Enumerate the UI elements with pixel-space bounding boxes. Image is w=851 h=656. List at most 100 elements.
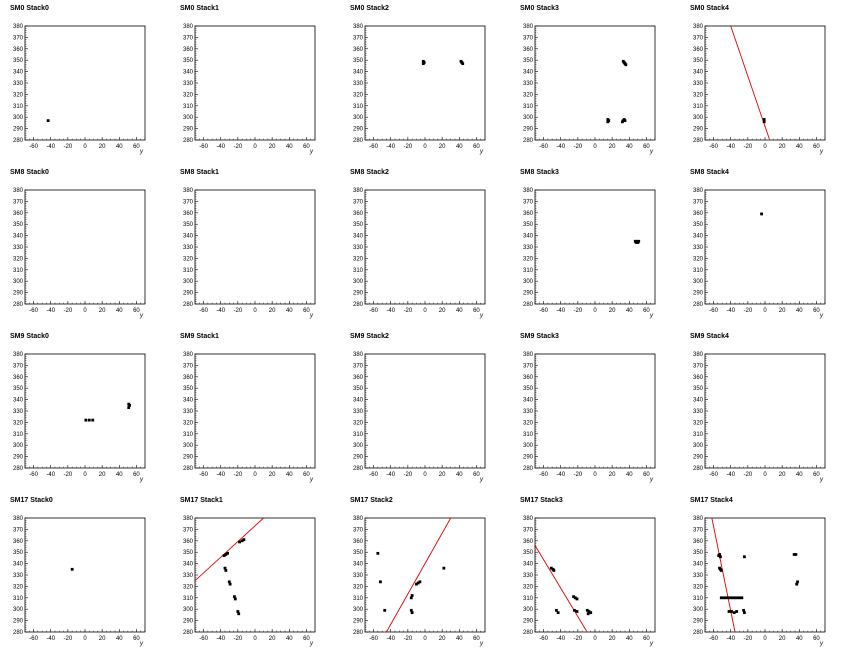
plot-frame [194, 189, 316, 305]
x-tick-label: 0 [423, 308, 427, 314]
y-tick-label: 330 [523, 81, 534, 87]
y-tick-label: 360 [693, 211, 704, 217]
x-tick-label: -20 [64, 308, 73, 314]
x-tick-label: -20 [64, 144, 73, 150]
x-tick-label: -40 [46, 144, 55, 150]
y-tick-label: 300 [183, 607, 194, 613]
x-tick-label: 20 [269, 472, 276, 478]
data-point [237, 612, 241, 616]
x-axis-label: y [139, 477, 144, 483]
x-tick-label: -60 [29, 472, 38, 478]
data-point [606, 120, 610, 124]
y-tick-label: 360 [693, 539, 704, 545]
y-tick-label: 370 [693, 199, 704, 205]
x-axis-label: y [649, 149, 654, 155]
y-tick-label: 370 [183, 363, 194, 369]
y-tick-label: 360 [13, 539, 24, 545]
y-tick-label: 320 [693, 256, 704, 262]
scatter-plot: 280 290 300 310 320 330 340 350 360 370 380 -60 -40 -… [353, 188, 486, 319]
x-tick-label: -40 [556, 472, 565, 478]
x-tick-label: 40 [796, 472, 803, 478]
y-tick-label: 350 [183, 386, 194, 392]
data-point [87, 418, 91, 422]
data-point [555, 608, 558, 612]
y-tick-label: 380 [523, 24, 534, 30]
y-tick-label: 360 [13, 211, 24, 217]
y-tick-label: 310 [183, 268, 194, 274]
x-tick-label: 40 [796, 144, 803, 150]
plot-frame [24, 517, 146, 633]
x-tick-label: -60 [539, 636, 548, 642]
y-tick-label: 300 [13, 607, 24, 613]
x-tick-label: 20 [99, 308, 106, 314]
x-tick-label: -20 [574, 636, 583, 642]
y-tick-label: 280 [693, 138, 704, 144]
x-axis-label: y [819, 313, 824, 319]
y-tick-label: 340 [523, 562, 534, 568]
y-tick-label: 280 [13, 466, 24, 472]
x-axis-label: y [649, 477, 654, 483]
plot-frame [364, 353, 486, 469]
y-tick-label: 350 [183, 550, 194, 556]
x-tick-label: -40 [556, 144, 565, 150]
y-tick-label: 330 [353, 245, 364, 251]
y-tick-label: 380 [13, 24, 24, 30]
y-tick-label: 330 [523, 409, 534, 415]
data-point [409, 596, 413, 600]
y-tick-label: 320 [353, 256, 364, 262]
y-tick-label: 370 [523, 363, 534, 369]
y-tick-label: 320 [353, 584, 364, 590]
chart-panel: SM0 Stack1 280 290 300 310 320 330 340 350 360 370… [170, 0, 340, 164]
chart-panel: SM8 Stack0 280 290 300 310 320 330 340 350 360 370… [0, 164, 170, 328]
x-axis-label: y [139, 641, 144, 647]
panel-title: SM0 Stack2 [350, 5, 389, 12]
y-tick-label: 310 [13, 268, 24, 274]
x-tick-label: 0 [593, 636, 597, 642]
scatter-plot: 280 290 300 310 320 330 340 350 360 370 380 -60 -40 -… [523, 352, 656, 483]
y-tick-label: 300 [693, 115, 704, 121]
y-tick-label: 340 [353, 562, 364, 568]
y-tick-label: 280 [13, 138, 24, 144]
y-tick-label: 360 [183, 47, 194, 53]
data-point [226, 551, 229, 555]
y-tick-label: 300 [523, 279, 534, 285]
y-tick-label: 350 [353, 386, 364, 392]
x-tick-label: -20 [404, 636, 413, 642]
x-axis-label: y [479, 149, 484, 155]
y-tick-label: 360 [13, 375, 24, 381]
x-tick-label: 0 [763, 144, 767, 150]
x-tick-label: -40 [726, 144, 735, 150]
y-tick-label: 330 [523, 573, 534, 579]
x-tick-label: 0 [423, 144, 427, 150]
x-axis-label: y [479, 313, 484, 319]
x-tick-label: -20 [574, 472, 583, 478]
y-tick-label: 320 [353, 92, 364, 98]
chart-panel: SM9 Stack4 280 290 300 310 320 330 340 350 360 370… [680, 328, 850, 492]
y-tick-label: 350 [523, 550, 534, 556]
x-tick-label: 20 [779, 636, 786, 642]
y-tick-label: 310 [13, 432, 24, 438]
x-tick-label: 40 [116, 308, 123, 314]
scatter-plot: 280 290 300 310 320 330 340 350 360 370 380 -60 -40 -… [693, 188, 826, 319]
scatter-plot: 280 290 300 310 320 330 340 350 360 370 380 -60 -40 -… [693, 24, 826, 155]
data-point [735, 610, 739, 613]
y-tick-label: 300 [523, 607, 534, 613]
y-tick-label: 290 [523, 619, 534, 625]
x-tick-label: 60 [133, 144, 140, 150]
x-tick-label: -60 [29, 308, 38, 314]
chart-panel: SM9 Stack2 280 290 300 310 320 330 340 350 360 370… [340, 328, 510, 492]
scatter-plot: 280 290 300 310 320 330 340 350 360 370 380 -60 -40 -… [693, 352, 826, 483]
x-tick-label: -60 [709, 472, 718, 478]
x-axis-label: y [309, 477, 314, 483]
data-point [416, 581, 420, 585]
x-tick-label: 40 [116, 144, 123, 150]
y-tick-label: 280 [13, 630, 24, 636]
y-tick-label: 310 [693, 268, 704, 274]
y-tick-label: 360 [353, 539, 364, 545]
data-point [552, 569, 556, 572]
x-tick-label: 0 [763, 636, 767, 642]
x-tick-label: 0 [423, 472, 427, 478]
y-tick-label: 350 [13, 550, 24, 556]
x-tick-label: -40 [726, 472, 735, 478]
y-tick-label: 340 [523, 70, 534, 76]
